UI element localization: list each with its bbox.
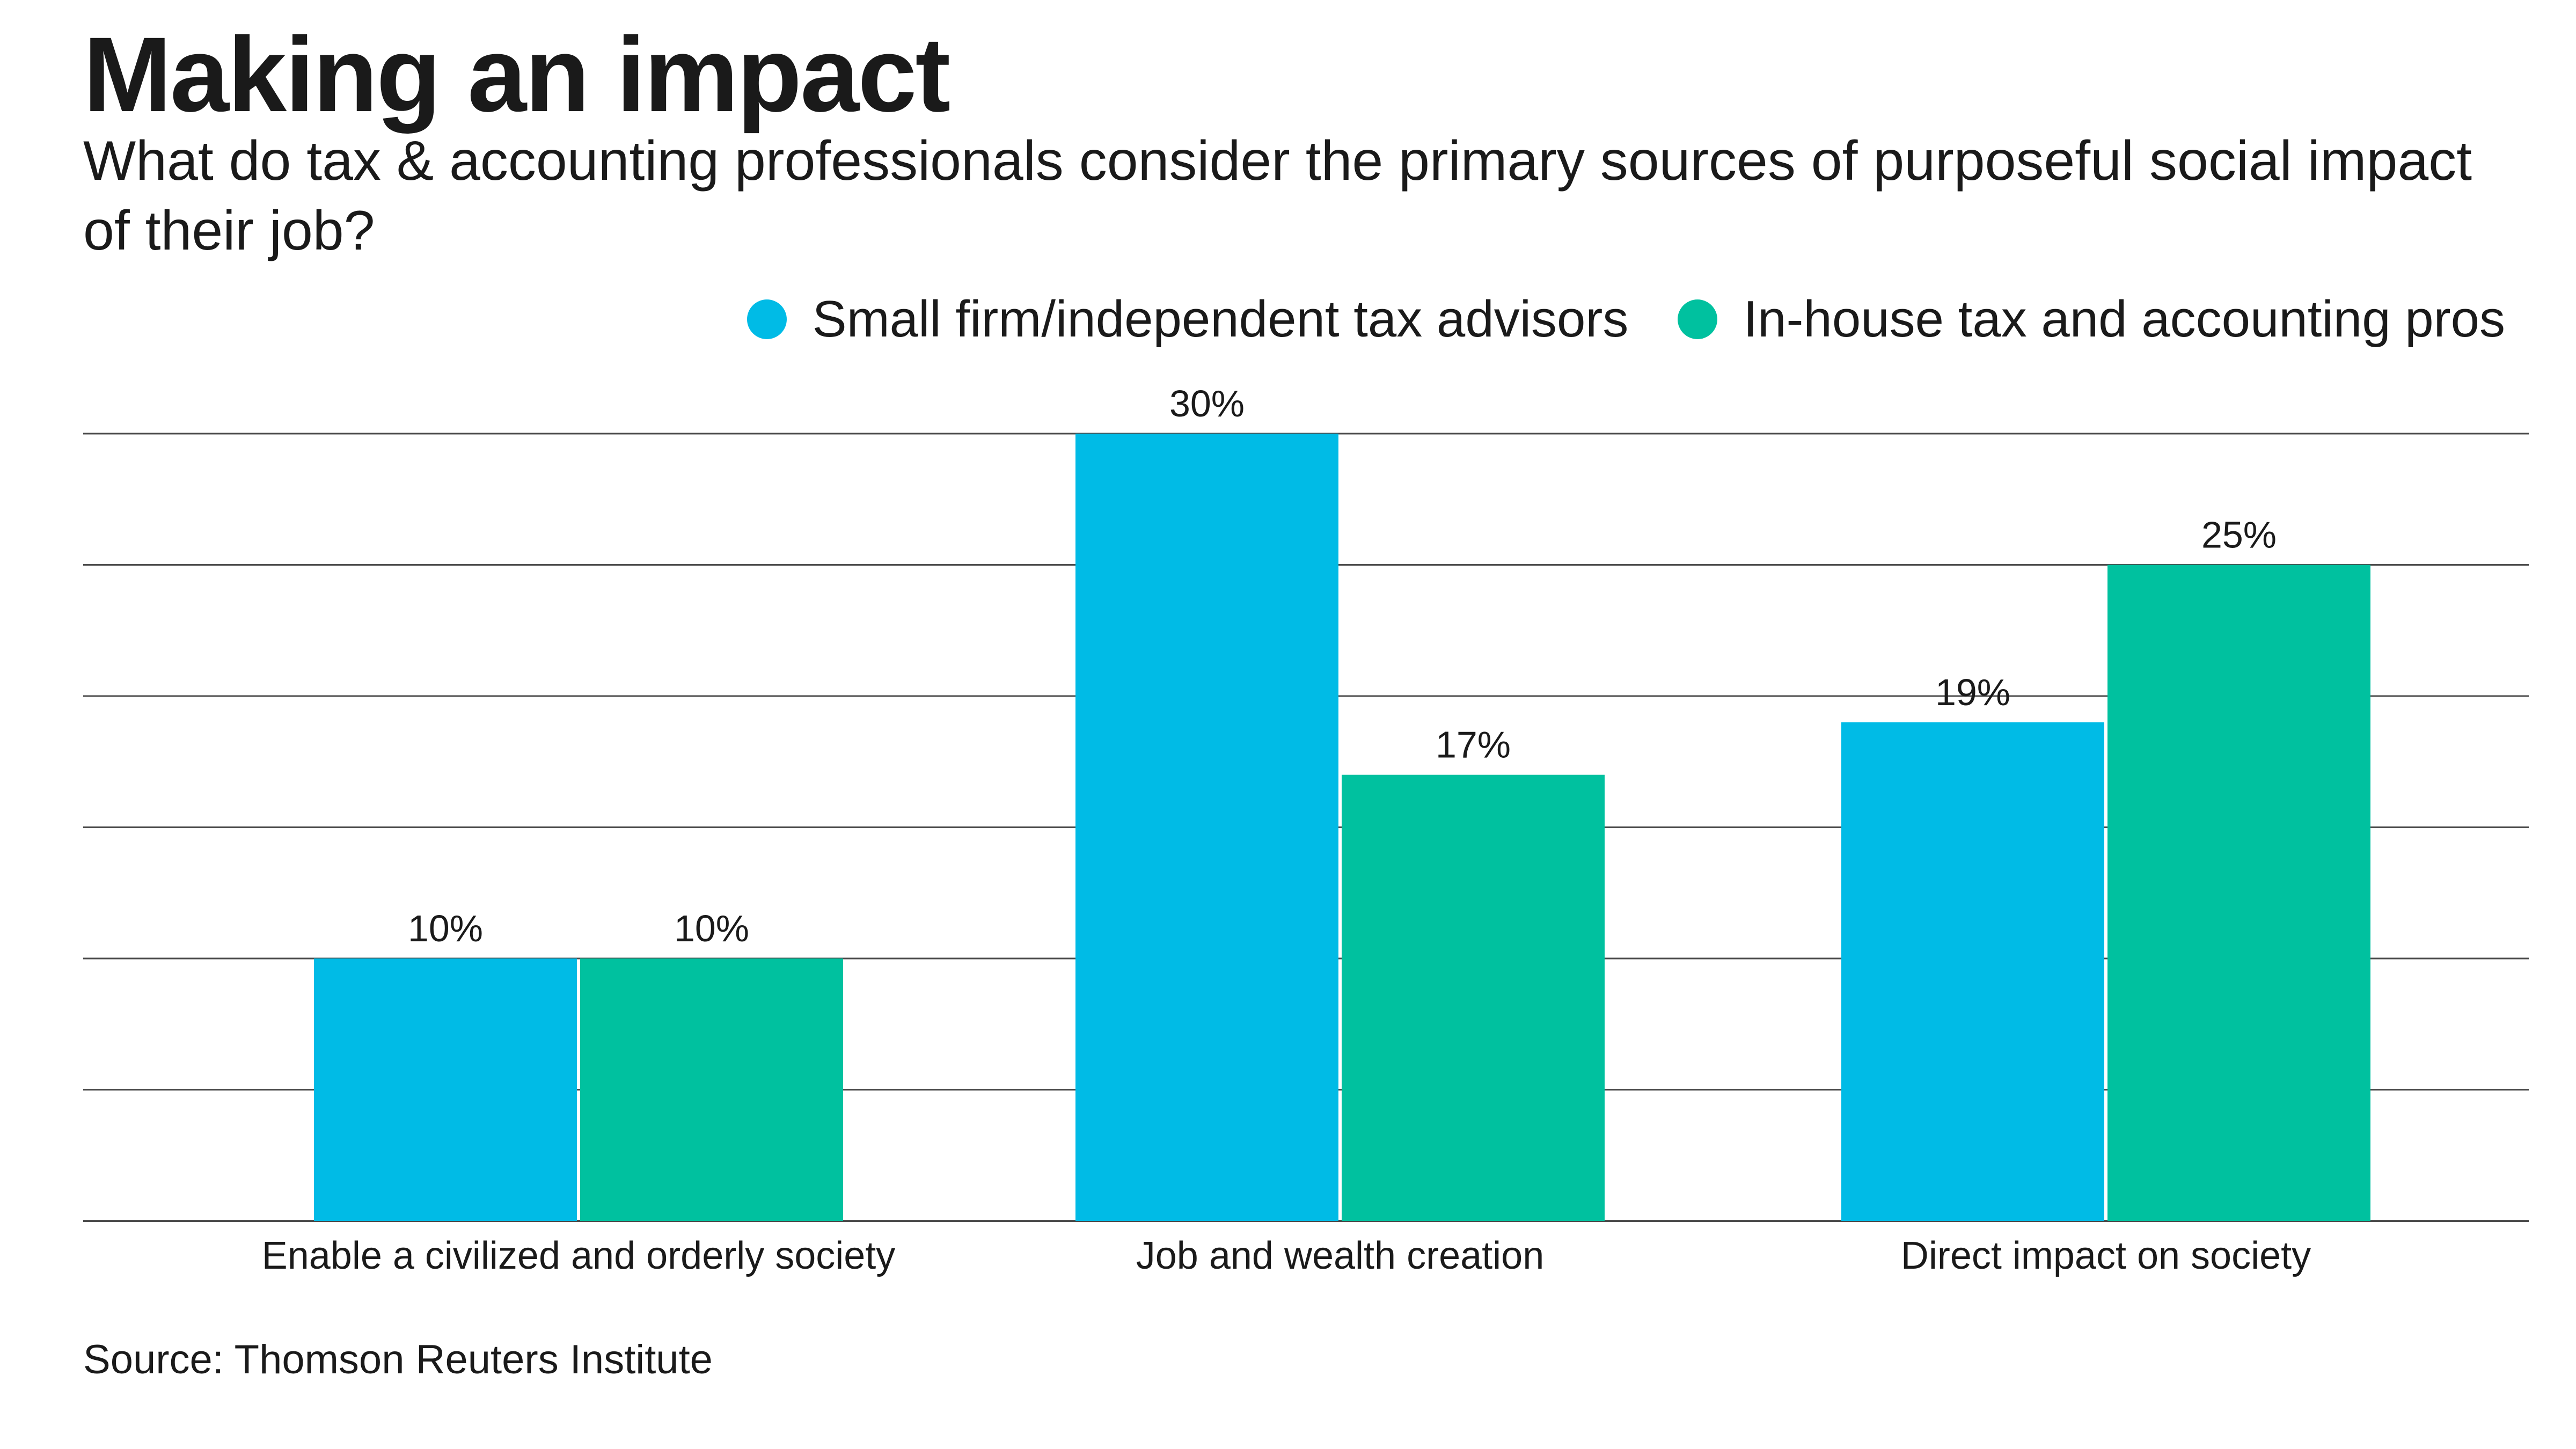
bar-in-house-0	[580, 958, 843, 1221]
category-label: Enable a civilized and orderly society	[262, 1234, 896, 1277]
legend-label-in-house: In-house tax and accounting pros	[1743, 290, 2505, 348]
data-label: 10%	[408, 908, 483, 949]
legend-swatch-in-house	[1678, 299, 1718, 339]
legend-swatch-small-firm	[747, 299, 787, 339]
data-label: 17%	[1436, 724, 1511, 766]
chart-subtitle: What do tax & accounting professionals c…	[83, 130, 2472, 262]
bar-in-house-1	[1342, 774, 1605, 1221]
legend: Small firm/independent tax advisors In-h…	[747, 287, 2505, 352]
bar-small-firm-2	[1841, 722, 2104, 1221]
data-label: 10%	[674, 908, 749, 949]
chart-title: Making an impact	[83, 15, 950, 134]
legend-label-small-firm: Small firm/independent tax advisors	[812, 290, 1629, 348]
category-label: Direct impact on society	[1901, 1234, 2311, 1277]
data-label: 19%	[1935, 671, 2010, 713]
data-label: 30%	[1169, 383, 1245, 425]
bar-small-firm-1	[1075, 434, 1338, 1221]
legend-item-small-firm: Small firm/independent tax advisors	[747, 290, 1629, 349]
source-note: Source: Thomson Reuters Institute	[83, 1337, 713, 1382]
bar-small-firm-0	[314, 958, 577, 1221]
category-label: Job and wealth creation	[1136, 1234, 1545, 1277]
data-label: 25%	[2201, 514, 2277, 556]
bar-in-house-2	[2107, 565, 2370, 1221]
legend-item-in-house: In-house tax and accounting pros	[1678, 290, 2505, 349]
